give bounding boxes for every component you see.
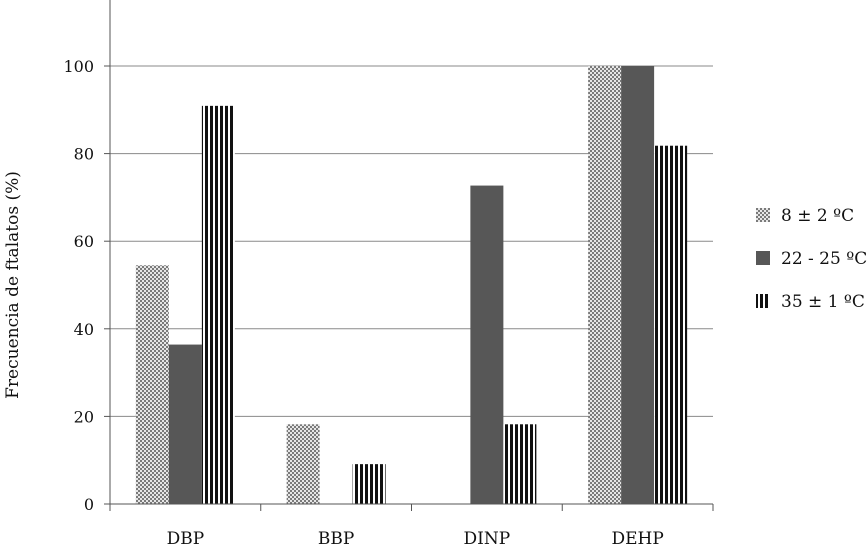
- bar-dbp-series-2: [168, 344, 202, 504]
- y-axis-title: Frecuencia de ftalatos (%): [3, 171, 23, 399]
- x-category-label: BBP: [318, 529, 354, 546]
- bar-dehp-series-1: [588, 66, 622, 504]
- axes: [104, 0, 714, 511]
- bar-dinp-series-2: [470, 185, 504, 504]
- x-category-label: DBP: [167, 529, 205, 546]
- bar-dehp-series-2: [621, 66, 655, 504]
- y-tick-label: 40: [74, 320, 94, 339]
- bars: [135, 66, 688, 504]
- legend-label: 8 ± 2 ºC: [781, 206, 854, 226]
- axis-labels: 0 20 40 60 80 100 DBP BBP DINP DEHP: [63, 57, 663, 546]
- legend-swatch: [756, 251, 770, 265]
- legend-swatch: [756, 208, 770, 222]
- bar-dinp-series-3: [503, 424, 537, 504]
- y-tick-label: 20: [74, 407, 94, 426]
- legend-swatch: [756, 294, 770, 308]
- y-tick-label: 0: [84, 495, 94, 514]
- y-tick-label: 80: [74, 145, 94, 164]
- y-tick-label: 100: [63, 57, 94, 76]
- bar-dbp-series-1: [135, 265, 169, 504]
- legend: 8 ± 2 ºC 22 - 25 ºC 35 ± 1 ºC: [756, 206, 867, 312]
- bar-dbp-series-3: [201, 105, 235, 504]
- bar-dehp-series-3: [654, 145, 688, 504]
- bar-bbp-series-3: [352, 464, 386, 504]
- legend-label: 35 ± 1 ºC: [781, 292, 865, 312]
- bar-bbp-series-1: [286, 424, 320, 504]
- y-tick-label: 60: [74, 232, 94, 251]
- x-category-label: DEHP: [611, 529, 663, 546]
- x-category-label: DINP: [464, 529, 511, 546]
- legend-label: 22 - 25 ºC: [781, 249, 867, 269]
